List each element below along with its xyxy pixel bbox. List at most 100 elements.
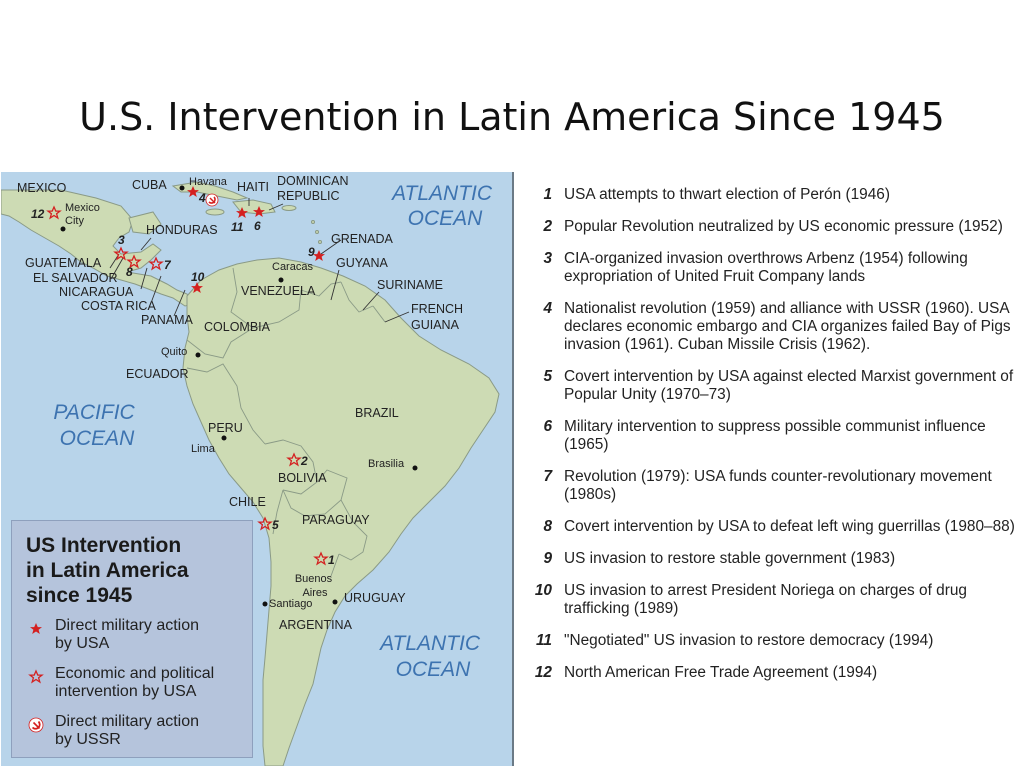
outline-star-icon — [286, 452, 302, 467]
country-label-mexico: MEXICO — [17, 181, 67, 195]
city-dot-buenos-aires — [332, 599, 338, 605]
event-number: 2 — [543, 218, 552, 235]
cuba-land — [171, 181, 249, 201]
event-number: 12 — [534, 664, 552, 681]
marker-4: 4 — [187, 186, 219, 207]
country-label-dominican-republic: DOMINICAN REPUBLIC — [277, 174, 352, 203]
country-borders — [186, 267, 386, 577]
country-label-suriname: SURINAME — [377, 278, 443, 292]
event-text: CIA-organized invasion overthrows Arbenz… — [564, 250, 968, 285]
outline-star-icon — [148, 256, 164, 271]
legend-title: US Intervention in Latin America since 1… — [26, 533, 246, 608]
city-label-lima: Lima — [191, 443, 216, 455]
event-text: Revolution (1979): USA funds counter-rev… — [564, 468, 992, 503]
country-label-ecuador: ECUADOR — [126, 367, 189, 381]
slide-title: U.S. Intervention in Latin America Since… — [79, 95, 945, 140]
atlantic-north-label: ATLANTIC OCEAN — [390, 182, 498, 230]
outline-star-icon — [28, 669, 44, 684]
atlantic-south-label: ATLANTIC OCEAN — [378, 632, 486, 681]
marker-2: 2 — [286, 452, 308, 468]
event-number: 9 — [543, 550, 552, 567]
outline-star-icon — [126, 254, 142, 269]
event-text: Military intervention to suppress possib… — [564, 418, 986, 453]
yucatan-land — [128, 211, 162, 235]
country-label-colombia: COLOMBIA — [204, 320, 271, 334]
city-dot-mexico-city — [60, 226, 66, 232]
country-label-uruguay: URUGUAY — [344, 591, 406, 605]
city-dot-havana — [179, 185, 185, 191]
marker-7: 7 — [148, 256, 172, 272]
country-label-nicaragua: NICARAGUA — [59, 285, 134, 299]
hammer-sickle-icon — [205, 193, 219, 207]
puerto-rico-land — [281, 205, 297, 211]
city-label-caracas: Caracas — [272, 261, 313, 273]
filled-star-icon — [191, 282, 203, 293]
event-number: 11 — [536, 632, 552, 649]
legend-title-line: US Intervention — [26, 534, 182, 557]
city-label-mexico-city: Mexico City — [65, 202, 103, 227]
marker-number-4: 4 — [198, 191, 206, 205]
marker-10: 10 — [191, 270, 205, 293]
event-number: 3 — [543, 250, 552, 267]
country-label-peru: PERU — [208, 421, 243, 435]
event-text: North American Free Trade Agreement (199… — [564, 664, 878, 681]
marker-number-9: 9 — [308, 245, 315, 259]
event-item: 2 Popular Revolution neutralized by US ec… — [522, 218, 1018, 236]
country-label-costa-rica: COSTA RICA — [81, 299, 156, 313]
marker-number-12: 12 — [31, 207, 45, 221]
event-item: 8 Covert intervention by USA to defeat le… — [522, 518, 1018, 536]
outline-star-icon — [46, 205, 62, 220]
outline-star-icon — [257, 516, 273, 531]
country-label-honduras: HONDURAS — [146, 223, 218, 237]
event-number: 8 — [543, 518, 552, 535]
event-item: 5 Covert intervention by USA against elec… — [522, 368, 1018, 404]
marker-number-8: 8 — [126, 265, 133, 279]
city-label-santiago: Santiago — [269, 598, 312, 610]
country-label-venezuela: VENEZUELA — [241, 284, 316, 298]
map-figure: ATLANTIC OCEAN PACIFIC OCEAN ATLANTIC OC… — [0, 171, 1024, 768]
event-item: 6 Military intervention to suppress possi… — [522, 418, 1018, 454]
marker-8: 8 — [126, 254, 142, 279]
marker-number-6: 6 — [254, 219, 261, 233]
event-text: US invasion to arrest President Noriega … — [564, 582, 967, 617]
legend-title-line: in Latin America — [26, 559, 189, 582]
city-dot-lima — [221, 435, 227, 441]
marker-number-3: 3 — [118, 233, 125, 247]
event-item: 1 USA attempts to thwart election of Peró… — [522, 186, 1018, 204]
marker-5: 5 — [257, 516, 279, 532]
pacific-ocean-label: PACIFIC OCEAN — [53, 401, 140, 450]
markers: 12 4 11 6 — [31, 186, 335, 567]
country-label-bolivia: BOLIVIA — [278, 471, 327, 485]
country-label-guatemala: GUATEMALA — [25, 256, 102, 270]
legend-item-label: Economic and political intervention by U… — [55, 665, 215, 700]
event-number: 6 — [543, 418, 552, 435]
filled-star-icon — [236, 207, 248, 218]
outline-star-icon — [113, 246, 129, 261]
filled-star-icon — [253, 206, 265, 217]
city-label-buenos-aires: Buenos Aires — [295, 573, 335, 599]
event-item: 7 Revolution (1979): USA funds counter-re… — [522, 468, 1018, 504]
lesser-antilles-dot — [315, 230, 319, 234]
marker-9: 9 — [308, 245, 325, 261]
marker-11: 11 — [231, 207, 248, 234]
country-label-panama: PANAMA — [141, 313, 194, 327]
country-label-guyana: GUYANA — [336, 256, 389, 270]
south-america-land — [182, 257, 500, 766]
event-item: 12 North American Free Trade Agreement (1… — [522, 664, 1018, 682]
leader-lines — [109, 198, 410, 323]
event-item: 11 "Negotiated" US invasion to restore de… — [522, 632, 1018, 650]
lesser-antilles-dot — [311, 220, 315, 224]
events-list: 1 USA attempts to thwart election of Peró… — [522, 186, 1018, 696]
hammer-sickle-icon — [28, 717, 44, 733]
event-text: Covert intervention by USA to defeat lef… — [564, 518, 1015, 535]
city-dot-caracas — [278, 277, 284, 283]
event-text: Popular Revolution neutralized by US eco… — [564, 218, 1003, 235]
marker-1: 1 — [313, 551, 335, 567]
event-number: 1 — [543, 186, 552, 203]
marker-number-2: 2 — [300, 454, 308, 468]
event-item: 3 CIA-organized invasion overthrows Arben… — [522, 250, 1018, 286]
mexico-central-america-land — [1, 189, 194, 307]
marker-3: 3 — [113, 233, 129, 261]
country-label-haiti: HAITI — [237, 180, 269, 194]
marker-number-10: 10 — [191, 270, 205, 284]
